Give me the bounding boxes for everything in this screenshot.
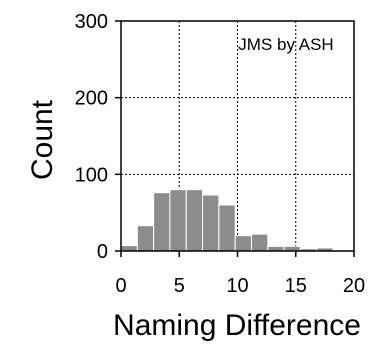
y-tick-label: 0 xyxy=(97,241,108,263)
histogram-bar xyxy=(202,194,220,252)
x-tick-label: 10 xyxy=(226,275,248,297)
y-tick-label: 300 xyxy=(75,11,108,33)
histogram-bar xyxy=(120,245,138,252)
y-axis-title: Count xyxy=(26,99,59,180)
grid-lines xyxy=(121,21,354,251)
histogram-bar xyxy=(185,189,204,252)
histogram-bar xyxy=(153,192,171,252)
annotation-label: JMS by ASH xyxy=(238,35,333,54)
x-tick-label: 20 xyxy=(343,275,365,297)
bars xyxy=(120,189,350,252)
x-tick-label: 15 xyxy=(285,275,307,297)
x-tick-labels: 0 5 10 15 20 xyxy=(115,275,365,297)
x-tick-label: 5 xyxy=(174,275,185,297)
x-axis-title: Naming Difference xyxy=(113,309,361,342)
y-tick-label: 100 xyxy=(75,164,108,186)
y-tick-label: 200 xyxy=(75,88,108,110)
histogram-bar xyxy=(250,233,269,252)
histogram-bar xyxy=(218,204,236,252)
x-tick-label: 0 xyxy=(115,275,126,297)
y-tick-labels: 0 100 200 300 xyxy=(75,11,108,263)
histogram-bar xyxy=(234,235,252,252)
axis-ticks xyxy=(115,20,355,257)
histogram-bar xyxy=(169,189,187,252)
histogram-bar xyxy=(136,225,155,252)
